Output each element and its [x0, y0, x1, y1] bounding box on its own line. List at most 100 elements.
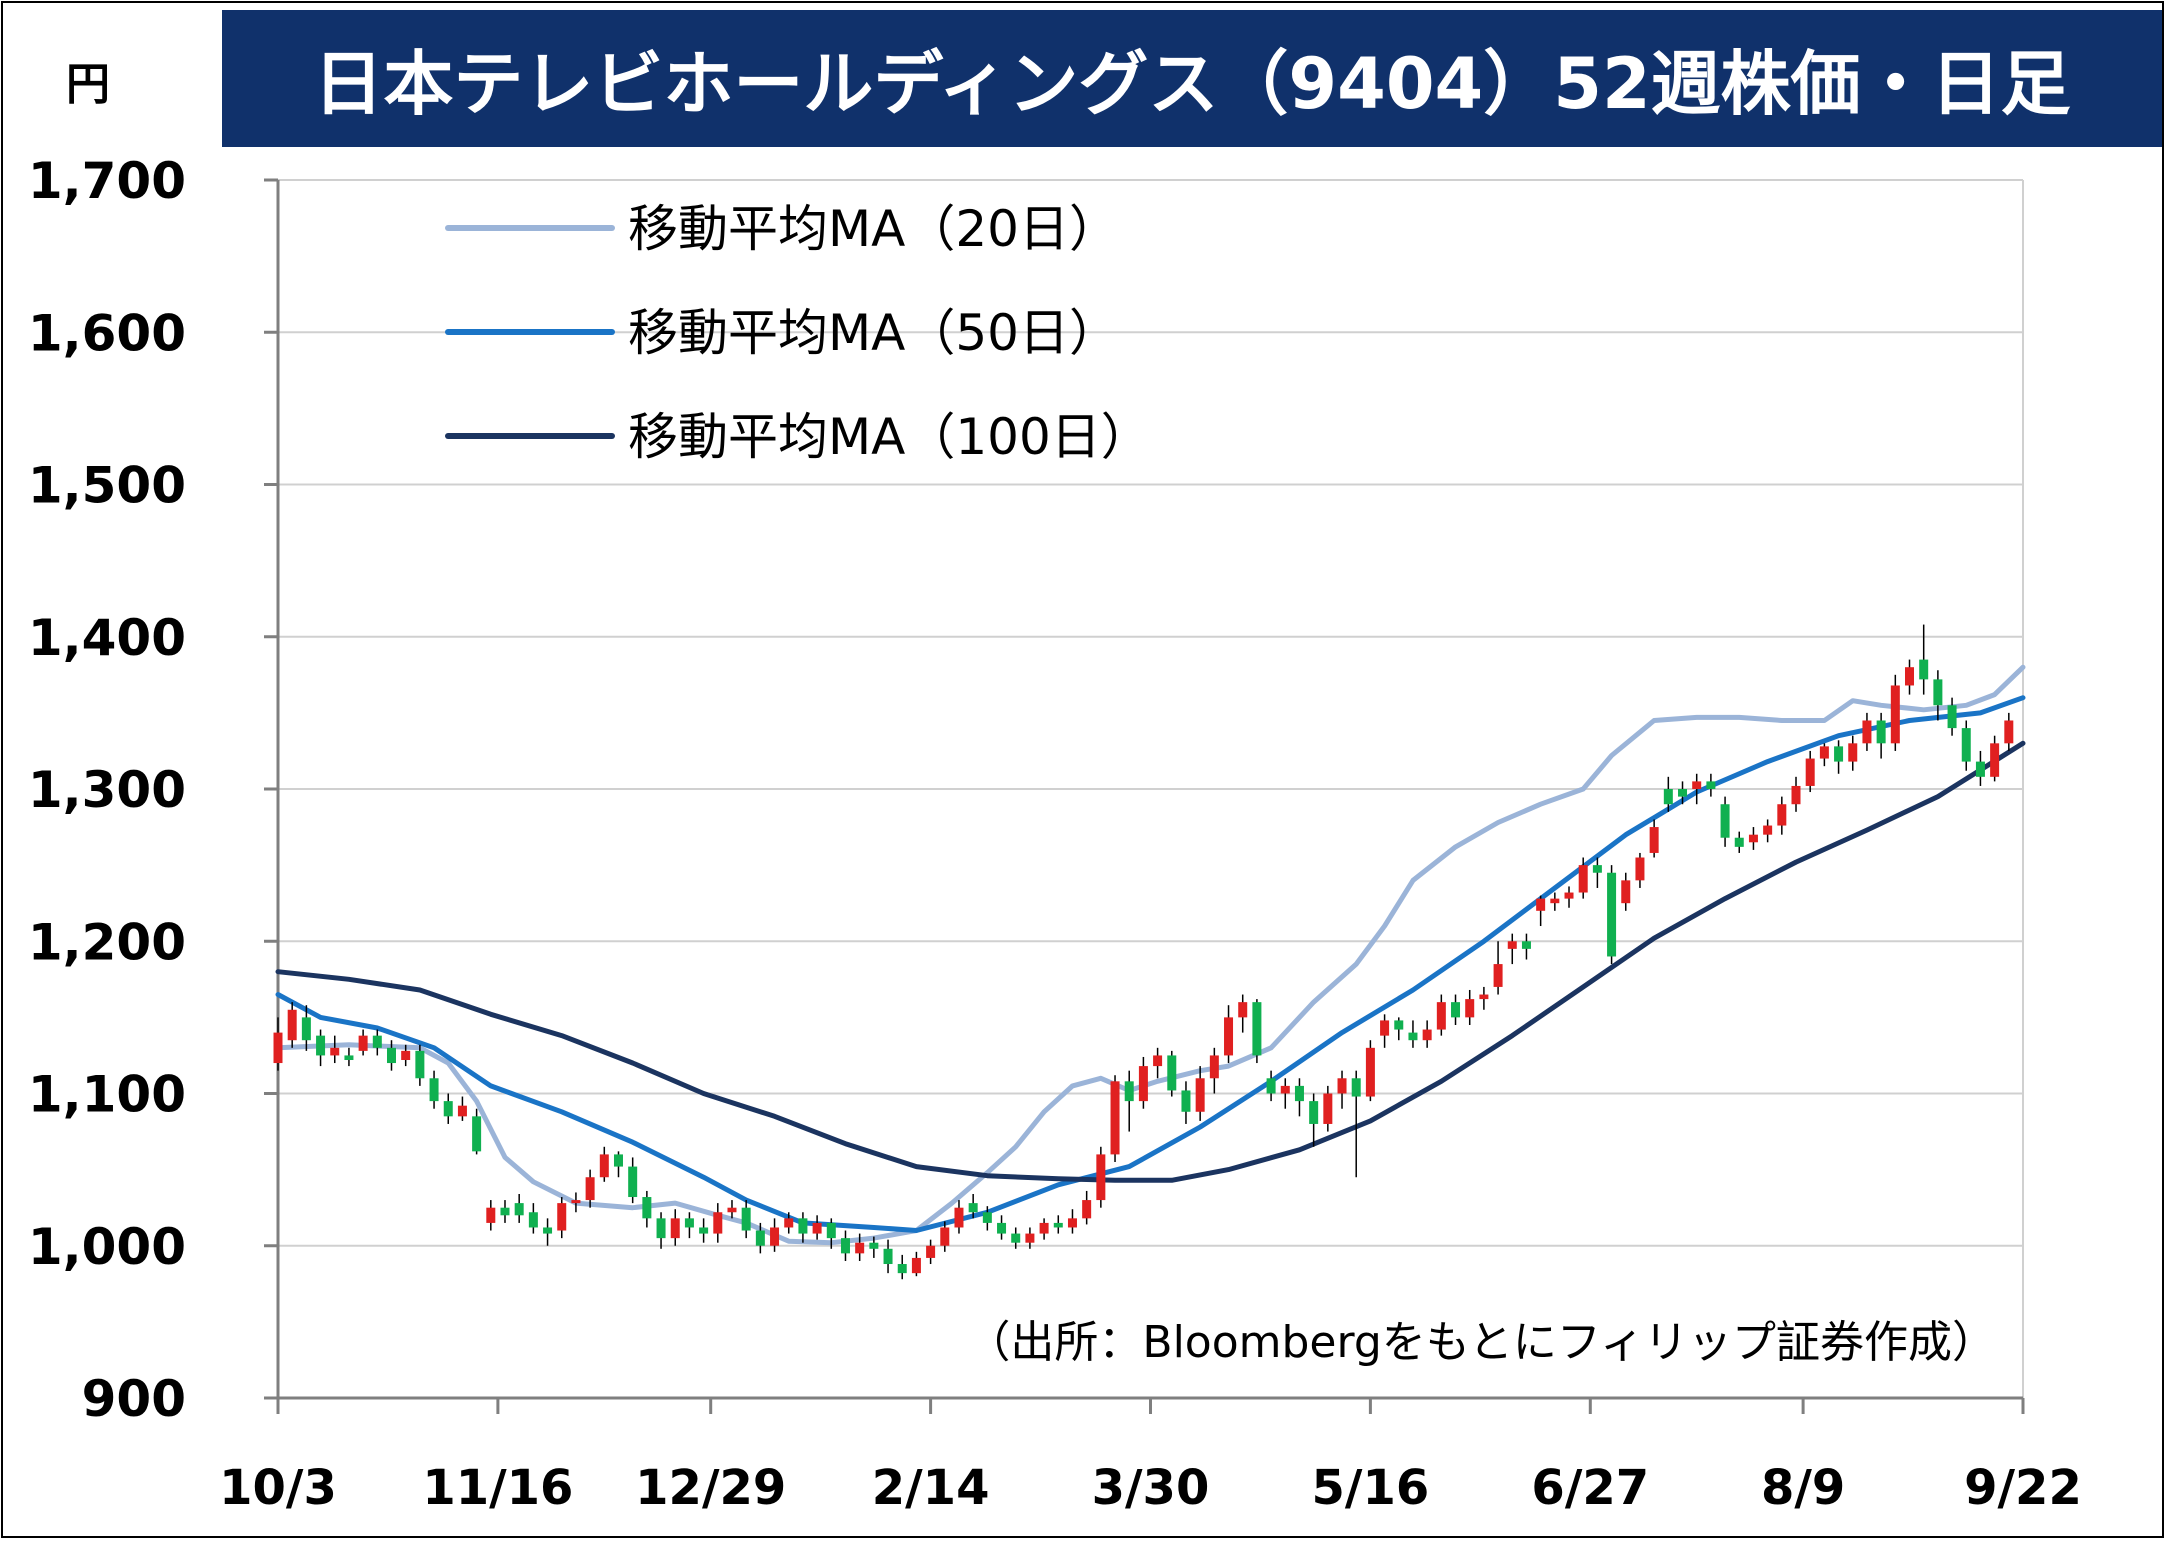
candlestick: [273, 1017, 283, 1071]
candle-body-down: [1252, 1002, 1262, 1056]
y-tick-label: 1,300: [28, 761, 186, 819]
candle-body-down: [1734, 837, 1744, 847]
candlestick: [1564, 886, 1574, 908]
candlestick: [1933, 670, 1943, 721]
candlestick: [1266, 1070, 1276, 1102]
ma-line-1: [275, 695, 2026, 1233]
candle-body-up: [812, 1222, 822, 1234]
candlestick: [826, 1218, 836, 1249]
candlestick: [968, 1193, 978, 1219]
candle-body-down: [1720, 804, 1730, 838]
source-note: （出所：Bloombergをもとにフィリップ証券作成）: [966, 1317, 1996, 1368]
candle-body-down: [372, 1035, 382, 1048]
candle-body-down: [613, 1154, 623, 1167]
candlestick: [1592, 857, 1602, 888]
candle-body-up: [1848, 743, 1858, 762]
candlestick: [1011, 1227, 1021, 1249]
ma-line-2: [275, 740, 2026, 1183]
candlestick: [1465, 989, 1475, 1025]
candlestick: [2004, 712, 2014, 751]
candlestick: [656, 1212, 666, 1249]
candlestick: [1990, 735, 2000, 782]
ma-line-0: [275, 664, 2026, 1246]
candle-body-up: [571, 1200, 581, 1204]
candlestick: [1365, 1040, 1375, 1102]
x-tick-label: 12/29: [635, 1460, 786, 1516]
candlestick: [415, 1044, 425, 1086]
candle-body-up: [401, 1050, 411, 1061]
candle-body-down: [1181, 1090, 1191, 1112]
legend-label: 移動平均MA（50日）: [628, 304, 1119, 362]
y-tick-label: 1,100: [28, 1066, 186, 1124]
candle-body-down: [1011, 1233, 1021, 1243]
candle-body-down: [429, 1078, 439, 1102]
candlestick: [1748, 827, 1758, 850]
candle-body-down: [883, 1248, 893, 1265]
candlestick: [1039, 1218, 1049, 1240]
grid-lines: [278, 179, 2024, 1398]
chart-title: 日本テレビホールディングス（9404）52週株価・日足: [313, 43, 2071, 125]
candle-body-up: [1039, 1222, 1049, 1234]
candle-body-up: [1280, 1085, 1290, 1094]
candle-body-up: [855, 1242, 865, 1254]
candlestick: [1380, 1014, 1390, 1048]
candlestick: [1422, 1020, 1432, 1048]
candle-body-up: [954, 1207, 964, 1228]
candle-body-down: [344, 1055, 354, 1061]
title-banner: 日本テレビホールディングス（9404）52週株価・日足: [222, 10, 2162, 147]
candlestick: [1550, 892, 1560, 911]
candle-body-down: [415, 1050, 425, 1079]
candle-body-down: [897, 1264, 907, 1274]
candle-body-down: [472, 1116, 482, 1152]
candlestick: [1096, 1146, 1106, 1208]
candle-body-up: [1536, 898, 1546, 911]
candlestick: [1053, 1215, 1063, 1234]
candlestick: [1408, 1020, 1418, 1048]
candle-body-up: [1905, 667, 1915, 686]
candlestick: [1536, 895, 1546, 927]
candle-body-up: [1649, 827, 1659, 853]
candlestick: [1124, 1070, 1134, 1132]
candle-body-up: [585, 1177, 595, 1201]
candlestick: [1805, 750, 1815, 793]
candlestick: [429, 1070, 439, 1109]
candle-body-down: [500, 1207, 510, 1216]
candlestick: [287, 1002, 297, 1048]
candlestick: [770, 1218, 780, 1252]
legend-label: 移動平均MA（20日）: [628, 200, 1119, 258]
candle-body-up: [727, 1207, 737, 1213]
candle-body-up: [670, 1218, 680, 1239]
candle-body-up: [1550, 898, 1560, 904]
candlestick: [883, 1239, 893, 1274]
candlestick: [1479, 986, 1489, 1010]
candlestick: [1848, 735, 1858, 771]
candlestick: [940, 1221, 950, 1252]
candlestick: [1025, 1227, 1035, 1249]
candle-body-up: [784, 1218, 794, 1228]
candlestick: [1692, 773, 1702, 805]
candlestick: [457, 1096, 467, 1121]
candlestick: [911, 1251, 921, 1277]
candle-body-up: [1337, 1078, 1347, 1094]
candle-body-up: [1862, 720, 1872, 744]
x-axis-ticks: 10/3 11/16 12/29 2/14 3/30 5/16 6/27 8/9 9/22: [219, 1398, 2082, 1516]
candlestick: [1919, 624, 1929, 695]
candle-body-down: [755, 1230, 765, 1246]
candle-body-up: [2004, 720, 2014, 744]
candlestick: [869, 1236, 879, 1258]
candlestick: [670, 1209, 680, 1246]
candle-body-down: [656, 1218, 666, 1239]
candlestick: [997, 1215, 1007, 1240]
candlestick: [1834, 740, 1844, 774]
candlestick: [500, 1200, 510, 1223]
candlestick: [1394, 1017, 1404, 1041]
candle-body-down: [1294, 1085, 1304, 1102]
candlestick: [684, 1212, 694, 1239]
candle-body-up: [1209, 1055, 1219, 1079]
candle-body-down: [869, 1242, 879, 1249]
candlestick: [1224, 1005, 1234, 1064]
candlestick: [755, 1222, 765, 1254]
candlestick: [358, 1029, 368, 1056]
candle-body-up: [273, 1032, 283, 1064]
